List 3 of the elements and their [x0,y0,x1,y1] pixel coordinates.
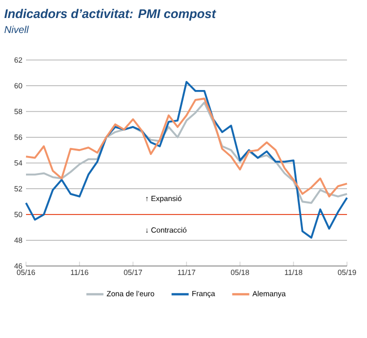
chart-title: Indicadors d’activitat: PMI compost [4,8,216,21]
chart-subtitle: Nivell [4,26,29,34]
line-series [25,80,348,239]
